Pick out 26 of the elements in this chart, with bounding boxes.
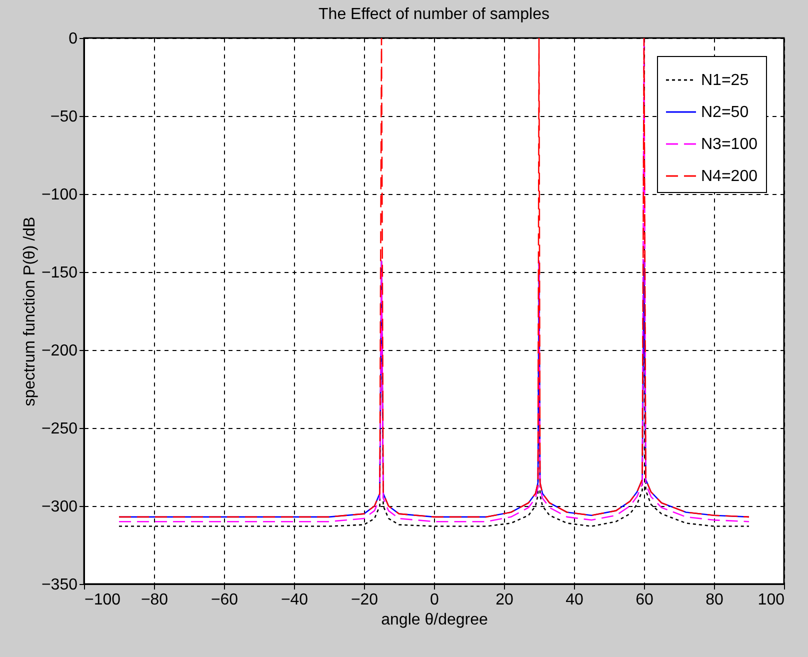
y-tick-label: 0 [68,30,78,48]
x-tick-label: −100 [84,592,121,608]
legend-label: N3=100 [701,136,758,153]
x-tick-label: −60 [210,592,238,608]
x-tick-label: 40 [566,592,584,608]
x-tick-label: −80 [140,592,168,608]
x-axis-title: angle θ/degree [381,612,488,628]
y-tick-label: −350 [41,576,78,594]
y-tick-label: −100 [41,186,78,204]
x-tick-label: −20 [350,592,378,608]
y-tick-label: −300 [41,498,78,516]
y-tick-label: −200 [41,342,78,360]
x-tick-label: 0 [430,592,440,608]
chart-title: The Effect of number of samples [318,6,550,23]
x-tick-label: −40 [280,592,308,608]
legend-label: N2=50 [701,104,749,121]
legend-label: N1=25 [701,72,749,89]
y-tick-label: −50 [50,108,78,126]
x-tick-label: 80 [706,592,724,608]
y-axis-title: spectrum function P(θ) /dB [21,216,38,406]
x-tick-label: 20 [496,592,514,608]
x-tick-label: 100 [758,592,785,608]
y-tick-label: −150 [41,264,78,282]
y-tick-label: −250 [41,420,78,438]
x-tick-label: 60 [636,592,654,608]
legend-label: N4=200 [701,168,758,185]
